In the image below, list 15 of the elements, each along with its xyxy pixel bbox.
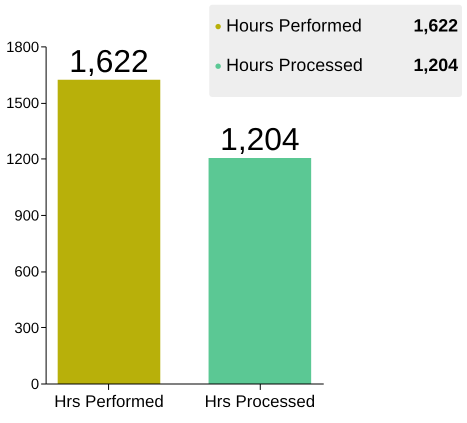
y-tick-label: 0 (30, 376, 40, 393)
legend-label: Hours Performed (226, 16, 362, 36)
text: 1,204 (413, 55, 458, 76)
y-tick-label: 1500 (6, 96, 40, 112)
y-tick-label: 900 (14, 208, 40, 224)
legend-label: Hours Processed (226, 55, 363, 76)
y-tick-label: 600 (14, 264, 40, 281)
y-tick-label: 1200 (6, 152, 40, 168)
y-tick-label: 1800 (6, 40, 40, 56)
text: 1,622 (413, 16, 458, 36)
y-tick-label: 300 (14, 320, 40, 337)
data-label: 1,204 (220, 121, 300, 158)
data-label: 1,622 (69, 42, 149, 79)
x-tick-label: Hrs Performed (54, 392, 164, 411)
x-tick-label: Hrs Processed (204, 392, 316, 411)
